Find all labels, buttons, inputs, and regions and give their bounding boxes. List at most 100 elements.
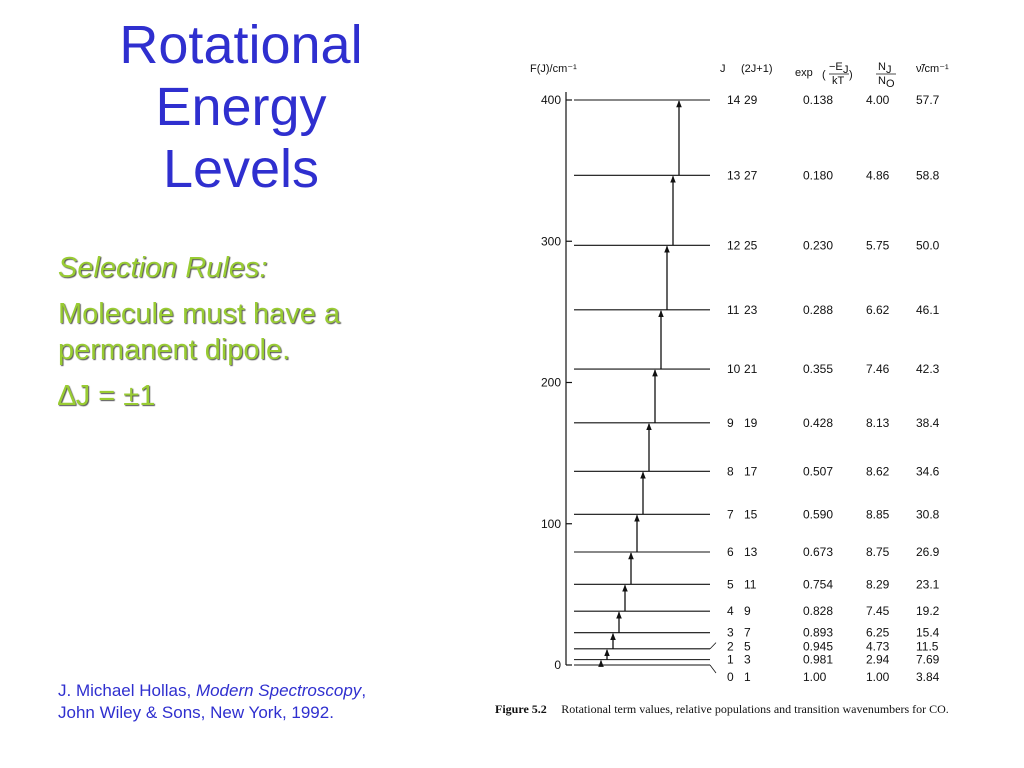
population-ratio-value: 5.75 (866, 238, 890, 252)
population-ratio-value: 2.94 (866, 653, 890, 667)
level-leader-line (709, 664, 717, 674)
degeneracy-column-header: (2J+1) (741, 63, 773, 75)
boltzmann-factor-value: 0.893 (803, 626, 833, 640)
dipole-rule-line: Molecule must have a (58, 298, 341, 330)
transition-wavenumber-value: 11.5 (916, 640, 939, 654)
degeneracy-value: 13 (744, 545, 758, 559)
ratio-denominator-subscript: O (886, 78, 895, 90)
citation-publisher: John Wiley & Sons, New York, 1992. (58, 703, 334, 722)
rotational-quantum-number: 11 (727, 303, 740, 317)
exp-numerator: −E (829, 61, 843, 73)
delta-j-rule: ∆J = ±1 (58, 380, 156, 412)
energy-axis-header: F(J)/cm⁻¹ (530, 63, 577, 75)
population-ratio-value: 8.85 (866, 507, 890, 521)
degeneracy-value: 3 (744, 653, 751, 667)
exp-denominator: kT (832, 75, 845, 87)
population-ratio-value: 7.45 (866, 604, 890, 618)
transition-arrows (598, 100, 682, 667)
boltzmann-factor-value: 1.00 (803, 670, 827, 684)
transition-wavenumber-value: 7.69 (916, 653, 940, 667)
axis-tick-label: 100 (541, 517, 561, 531)
degeneracy-value: 27 (744, 168, 758, 182)
transition-wavenumber-value: 19.2 (916, 604, 940, 618)
boltzmann-factor-value: 0.673 (803, 545, 833, 559)
exp-label: exp (795, 67, 813, 79)
rotational-quantum-number: 4 (727, 604, 734, 618)
degeneracy-value: 11 (744, 577, 757, 591)
bracket-right: ) (849, 69, 853, 81)
population-ratio-value: 1.00 (866, 670, 890, 684)
boltzmann-factor-value: 0.138 (803, 93, 833, 107)
j-column-header: J (720, 63, 726, 75)
population-ratio-header: N J N O (876, 61, 896, 90)
level-leader-line (709, 642, 717, 650)
degeneracy-value: 23 (744, 303, 758, 317)
boltzmann-factor-value: 0.355 (803, 362, 833, 376)
transition-wavenumber-value: 15.4 (916, 626, 940, 640)
degeneracy-value: 25 (744, 238, 758, 252)
boltzmann-factor-value: 0.590 (803, 507, 833, 521)
transition-wavenumber-value: 26.9 (916, 545, 940, 559)
rotational-quantum-number: 2 (727, 640, 734, 654)
population-ratio-value: 6.25 (866, 626, 890, 640)
population-ratio-value: 8.29 (866, 577, 890, 591)
axis-tick-label: 200 (541, 376, 561, 390)
citation-book-title: Modern Spectroscopy (195, 681, 362, 700)
transition-wavenumber-value: 38.4 (916, 416, 940, 430)
transition-wavenumber-value: 23.1 (916, 577, 940, 591)
degeneracy-value: 7 (744, 626, 751, 640)
figure-caption: Figure 5.2 Rotational term values, relat… (495, 700, 949, 717)
rotational-quantum-number: 14 (727, 93, 741, 107)
population-ratio-value: 4.86 (866, 168, 890, 182)
boltzmann-factor-value: 0.981 (803, 653, 833, 667)
population-ratio-value: 7.46 (866, 362, 890, 376)
transition-wavenumber-value: 57.7 (916, 93, 940, 107)
citation: J. Michael Hollas, Modern Spectroscopy, … (58, 681, 367, 722)
degeneracy-value: 29 (744, 93, 758, 107)
title-line: Levels (162, 139, 320, 199)
boltzmann-factor-value: 0.288 (803, 303, 833, 317)
axis-tick-label: 0 (554, 658, 561, 672)
title-line: Energy (155, 77, 327, 137)
bracket-left: ( (822, 69, 826, 81)
boltzmann-factor-value: 0.230 (803, 238, 833, 252)
population-ratio-value: 8.75 (866, 545, 890, 559)
caption-text: Rotational term values, relative populat… (561, 702, 949, 716)
axis-tick-label: 300 (541, 234, 561, 248)
rotational-quantum-number: 0 (727, 670, 734, 684)
caption-label: Figure 5.2 (495, 702, 547, 716)
degeneracy-value: 1 (744, 670, 751, 684)
rotational-quantum-number: 12 (727, 238, 741, 252)
transition-wavenumber-value: 42.3 (916, 362, 940, 376)
ratio-numerator: N (878, 61, 886, 73)
dipole-rule-line: permanent dipole. (58, 334, 291, 366)
population-ratio-value: 4.73 (866, 640, 890, 654)
selection-rules: Selection Rules: Molecule must have a pe… (58, 250, 458, 424)
rotational-quantum-number: 9 (727, 416, 734, 430)
degeneracy-value: 9 (744, 604, 751, 618)
population-ratio-value: 6.62 (866, 303, 890, 317)
boltzmann-factor-value: 0.828 (803, 604, 833, 618)
transition-wavenumber-value: 46.1 (916, 303, 940, 317)
population-ratio-value: 8.62 (866, 464, 890, 478)
transition-wavenumber-value: 34.6 (916, 464, 940, 478)
axis-tick-label: 400 (541, 93, 561, 107)
degeneracy-value: 15 (744, 507, 758, 521)
ratio-numerator-subscript: J (886, 64, 892, 76)
degeneracy-value: 19 (744, 416, 758, 430)
rotational-quantum-number: 10 (727, 362, 741, 376)
boltzmann-factor-value: 0.428 (803, 416, 833, 430)
rotational-quantum-number: 6 (727, 545, 734, 559)
boltzmann-factor-value: 0.507 (803, 464, 833, 478)
transition-wavenumber-value: 50.0 (916, 238, 940, 252)
boltzmann-factor-value: 0.180 (803, 168, 833, 182)
transition-wavenumber-value: 30.8 (916, 507, 940, 521)
rotational-quantum-number: 3 (727, 626, 734, 640)
degeneracy-value: 17 (744, 464, 758, 478)
wavenumber-column-header: ν̃/cm⁻¹ (916, 63, 949, 75)
citation-author: J. Michael Hollas, (58, 681, 196, 700)
degeneracy-value: 21 (744, 362, 758, 376)
population-ratio-value: 4.00 (866, 93, 890, 107)
ratio-denominator: N (878, 75, 886, 87)
degeneracy-value: 5 (744, 640, 751, 654)
